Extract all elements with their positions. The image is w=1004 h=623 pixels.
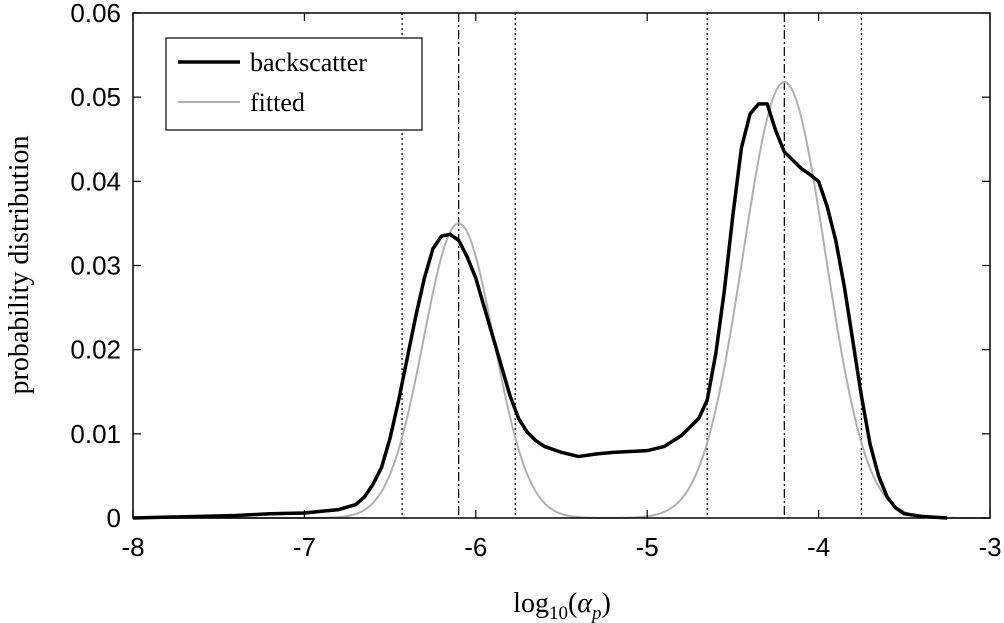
y-tick-label: 0.04	[70, 166, 121, 196]
x-tick-label: -3	[978, 532, 1001, 562]
y-tick-label: 0.03	[70, 251, 121, 281]
y-tick-label: 0.02	[70, 335, 121, 365]
axis-ticks: -8 -7 -6 -5 -4 -3 0 0.01 0.02 0.03 0.04 0.05 0.06	[70, 0, 1001, 562]
y-axis-label: probability distribution	[4, 136, 35, 395]
x-axis-label: log10(αp)	[513, 588, 611, 623]
legend: backscatter fitted	[165, 37, 423, 131]
legend-label-backscatter: backscatter	[250, 48, 367, 77]
series-layer	[132, 80, 990, 520]
x-tick-label: -4	[807, 532, 830, 562]
y-tick-label: 0	[107, 503, 121, 533]
y-tick-label: 0.06	[70, 0, 121, 28]
y-tick-label: 0.01	[70, 419, 121, 449]
x-tick-label: -7	[293, 532, 316, 562]
legend-label-fitted: fitted	[250, 88, 305, 117]
legend-box	[165, 37, 423, 131]
x-tick-label: -5	[636, 532, 659, 562]
y-tick-label: 0.05	[70, 82, 121, 112]
x-tick-label: -8	[121, 532, 144, 562]
x-tick-label: -6	[464, 532, 487, 562]
series-line-backscatter	[132, 102, 948, 520]
